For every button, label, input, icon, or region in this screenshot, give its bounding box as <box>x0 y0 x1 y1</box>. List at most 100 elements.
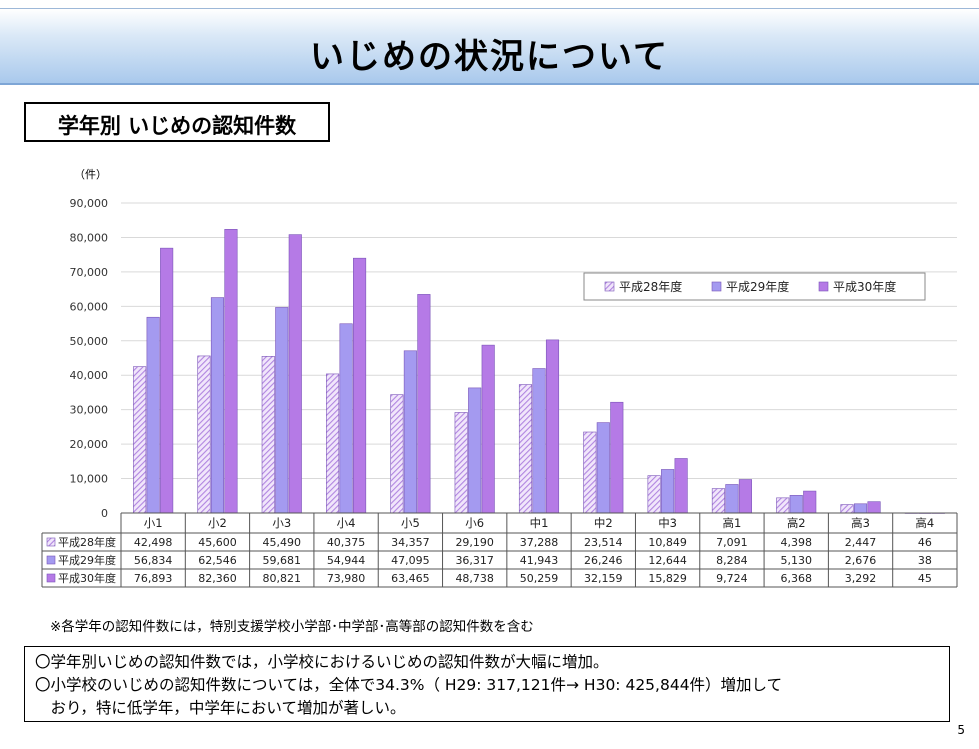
table-cell-value: 37,288 <box>520 536 559 549</box>
legend-box <box>583 272 926 301</box>
summary-line-2: 〇小学校のいじめの認知件数については，全体で34.3%（ H29: 317,12… <box>35 676 783 694</box>
y-tick-label: 90,000 <box>70 197 109 210</box>
bar-平成29年度-小5 <box>403 350 417 514</box>
legend-swatch <box>711 281 722 292</box>
x-category-label: 小1 <box>144 516 163 530</box>
x-category-label: 中3 <box>658 516 677 530</box>
table-cell-value: 42,498 <box>134 536 173 549</box>
summary-box: 〇学年別いじめの認知件数では，小学校におけるいじめの認知件数が大幅に増加。 〇小… <box>24 646 950 722</box>
x-category-label: 高3 <box>851 516 870 530</box>
legend: 平成28年度 平成29年度 平成30年度 <box>583 272 926 301</box>
table-cell-value: 48,738 <box>455 572 494 585</box>
section-title: 学年別 いじめの認知件数 <box>57 114 297 138</box>
bar-平成29年度-小1 <box>146 316 160 514</box>
bar-平成29年度-小3 <box>275 307 289 514</box>
table-series-name: 平成28年度 <box>58 535 116 549</box>
table-cell-value: 40,375 <box>327 536 366 549</box>
bar-平成29年度-高3 <box>853 503 868 514</box>
table-cell-value: 50,259 <box>520 572 559 585</box>
bar-平成30年度-高2 <box>803 490 817 514</box>
summary-line-3: おり，特に低学年，中学年において増加が著しい。 <box>35 699 406 717</box>
table-legend-swatch <box>46 537 56 547</box>
x-category-label: 高1 <box>723 516 742 530</box>
table-cell-value: 45,490 <box>263 536 302 549</box>
bar-平成30年度-小2 <box>224 229 238 514</box>
legend-swatch <box>604 281 615 292</box>
bar-平成29年度-中3 <box>661 469 675 514</box>
bar-平成28年度-中3 <box>647 475 661 514</box>
table-cell-value: 15,829 <box>648 572 687 585</box>
table-cell-value: 2,676 <box>845 554 877 567</box>
table-cell-value: 12,644 <box>648 554 687 567</box>
bar-平成28年度-小4 <box>326 373 340 514</box>
y-axis-ticks: 0 10,000 20,000 30,000 40,000 50,000 60,000 70,… <box>70 197 109 520</box>
table-cell-value: 32,159 <box>584 572 623 585</box>
bar-平成28年度-小6 <box>454 412 468 514</box>
y-axis-unit-label: （件） <box>74 168 107 181</box>
footnote: ※各学年の認知件数には，特別支援学校小学部･中学部･高等部の認知件数を含む <box>50 619 534 635</box>
table-cell-value: 5,130 <box>780 554 812 567</box>
table-cell-value: 9,724 <box>716 572 748 585</box>
bar-平成28年度-高2 <box>776 497 790 514</box>
table-cell-value: 62,546 <box>198 554 237 567</box>
x-category-label: 小3 <box>272 516 291 530</box>
table-cell-value: 73,980 <box>327 572 366 585</box>
page-number: 5 <box>957 723 965 737</box>
bar-平成30年度-高1 <box>738 479 752 514</box>
legend-label: 平成30年度 <box>833 279 896 294</box>
bar-平成29年度-高2 <box>789 495 803 514</box>
legend-label: 平成29年度 <box>726 279 789 294</box>
data-table: 小1 小2 小3 小4 小5 小6 中1 中2 中3 高1 高2 高3 高4 平成28年度 42,498 45… <box>41 512 958 588</box>
x-category-label: 小6 <box>465 516 484 530</box>
y-tick-label: 80,000 <box>70 231 109 244</box>
table-cell-value: 7,091 <box>716 536 748 549</box>
table-cell-value: 76,893 <box>134 572 173 585</box>
y-tick-label: 60,000 <box>70 300 109 313</box>
bar-平成29年度-小4 <box>339 323 353 514</box>
table-cell-value: 41,943 <box>520 554 559 567</box>
bar-平成30年度-小3 <box>288 234 302 514</box>
x-category-label: 高2 <box>787 516 806 530</box>
title-bar: いじめの状況について <box>0 8 979 85</box>
x-category-label: 小2 <box>208 516 227 530</box>
y-tick-label: 30,000 <box>70 404 109 417</box>
bar-平成28年度-小3 <box>261 356 275 514</box>
bar-平成30年度-小6 <box>481 344 495 514</box>
table-cell-value: 63,465 <box>391 572 430 585</box>
bar-平成28年度-小1 <box>133 366 147 514</box>
table-cell-value: 29,190 <box>455 536 494 549</box>
table-cell-value: 45,600 <box>198 536 237 549</box>
bar-平成28年度-小5 <box>390 394 404 514</box>
bar-平成30年度-小5 <box>417 294 431 514</box>
y-tick-label: 40,000 <box>70 369 109 382</box>
bar-平成29年度-小2 <box>210 297 225 514</box>
y-tick-label: 50,000 <box>70 335 109 348</box>
table-cell-value: 4,398 <box>780 536 812 549</box>
bar-平成29年度-高1 <box>725 484 739 514</box>
table-cell-value: 36,317 <box>455 554 494 567</box>
bar-chart: 0 10,000 20,000 30,000 40,000 50,000 60,000 70,… <box>41 197 958 588</box>
table-cell-value: 82,360 <box>198 572 237 585</box>
table-legend-swatch <box>46 573 56 583</box>
x-category-label: 小5 <box>401 516 420 530</box>
page-title: いじめの状況について <box>310 37 669 77</box>
table-cell-value: 2,447 <box>845 536 877 549</box>
table-cell-value: 45 <box>918 572 932 585</box>
x-category-label: 高4 <box>915 516 934 530</box>
table-series-name: 平成30年度 <box>58 571 116 585</box>
table-cell-value: 8,284 <box>716 554 748 567</box>
table-cell-value: 10,849 <box>648 536 687 549</box>
y-tick-label: 0 <box>101 507 108 520</box>
x-category-label: 中2 <box>594 516 613 530</box>
table-series-name: 平成29年度 <box>58 553 116 567</box>
table-cell-value: 38 <box>918 554 932 567</box>
bar-平成29年度-中2 <box>596 422 610 514</box>
table-cell-value: 46 <box>918 536 932 549</box>
y-tick-label: 10,000 <box>70 473 109 486</box>
bar-平成30年度-中3 <box>674 458 688 514</box>
bar-平成30年度-高3 <box>867 501 881 514</box>
bar-平成29年度-小6 <box>468 387 482 514</box>
table-cell-value: 54,944 <box>327 554 366 567</box>
legend-swatch <box>818 281 829 292</box>
table-cell-value: 3,292 <box>845 572 877 585</box>
